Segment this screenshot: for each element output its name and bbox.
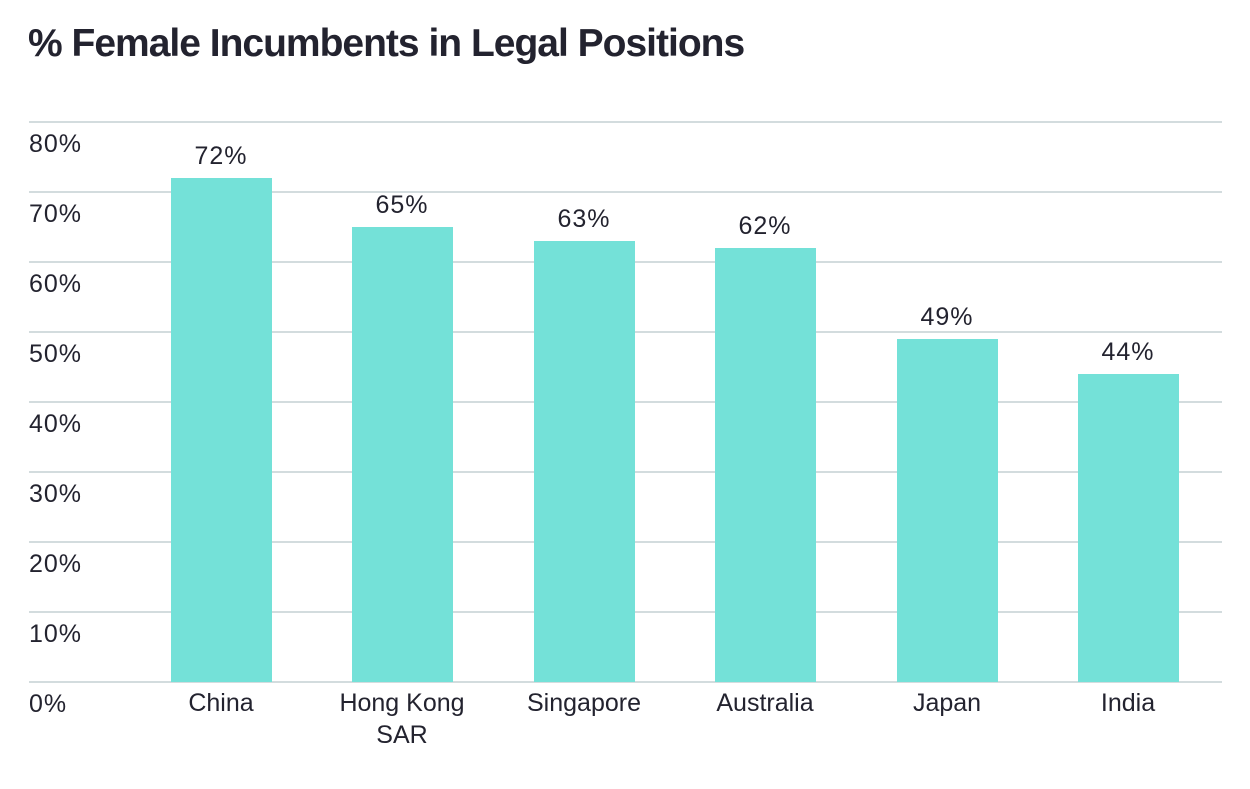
x-category-label-line: Australia xyxy=(716,689,814,717)
bar-australia xyxy=(714,248,816,682)
bar-india xyxy=(1077,374,1179,682)
x-category-label: China xyxy=(131,687,311,719)
value-label: 62% xyxy=(738,212,792,240)
x-category-label-line: China xyxy=(188,689,254,717)
value-label: 63% xyxy=(557,205,611,233)
value-label: 72% xyxy=(194,142,248,170)
chart-title: % Female Incumbents in Legal Positions xyxy=(28,22,745,65)
value-label: 65% xyxy=(375,191,429,219)
gridline xyxy=(29,121,1222,123)
y-tick-label: 50% xyxy=(29,340,83,368)
gridline xyxy=(29,681,1222,683)
gridline xyxy=(29,191,1222,193)
x-category-label: Hong Kong SAR xyxy=(312,687,492,751)
x-category-label-line: Japan xyxy=(912,689,982,717)
x-category-label-line: Singapore xyxy=(527,689,641,717)
bar-singapore xyxy=(533,241,635,682)
y-tick-label: 80% xyxy=(29,130,83,158)
value-label: 44% xyxy=(1101,338,1155,366)
y-tick-label: 10% xyxy=(29,620,83,648)
value-label: 49% xyxy=(920,303,974,331)
bar-hong-kong-sar xyxy=(351,227,453,682)
y-tick-label: 20% xyxy=(29,550,83,578)
x-category-label-line: SAR xyxy=(376,721,428,749)
x-category-label: Australia xyxy=(675,687,855,719)
y-tick-label: 70% xyxy=(29,200,83,228)
x-category-label: Singapore xyxy=(494,687,674,719)
bar-china xyxy=(170,178,272,682)
x-category-label-line: Hong Kong xyxy=(339,689,465,717)
x-category-label: Japan xyxy=(857,687,1037,719)
y-tick-label: 0% xyxy=(29,690,68,718)
y-tick-label: 30% xyxy=(29,480,83,508)
y-tick-label: 40% xyxy=(29,410,83,438)
y-tick-label: 60% xyxy=(29,270,83,298)
bar-japan xyxy=(896,339,998,682)
x-category-label-line: India xyxy=(1100,689,1156,717)
x-category-label: India xyxy=(1038,687,1218,719)
